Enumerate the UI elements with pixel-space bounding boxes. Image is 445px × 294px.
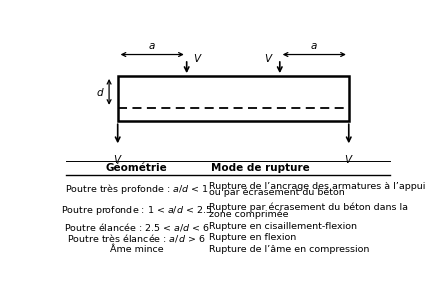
- Text: Poutre très profonde : $a/d$ < 1: Poutre très profonde : $a/d$ < 1: [65, 182, 209, 196]
- Text: Âme mince: Âme mince: [110, 245, 163, 254]
- Text: Poutre élancée : 2.5 < $a/d$ < 6: Poutre élancée : 2.5 < $a/d$ < 6: [64, 220, 210, 233]
- Bar: [117, 76, 349, 121]
- Text: Poutre profonde : 1 < $a/d$ < 2.5: Poutre profonde : 1 < $a/d$ < 2.5: [61, 204, 212, 217]
- Text: $d$: $d$: [96, 86, 105, 98]
- Text: Mode de rupture: Mode de rupture: [211, 163, 310, 173]
- Text: Poutre très élancée : $a/d$ > 6: Poutre très élancée : $a/d$ > 6: [68, 232, 206, 244]
- Text: $V$: $V$: [193, 52, 202, 64]
- Text: $V$: $V$: [264, 52, 274, 64]
- Text: $a$: $a$: [148, 41, 156, 51]
- Text: Rupture de l’âme en compression: Rupture de l’âme en compression: [209, 245, 369, 254]
- Text: Rupture par écrasement du béton dans la: Rupture par écrasement du béton dans la: [209, 203, 408, 212]
- Text: ou par écrasement du béton: ou par écrasement du béton: [209, 188, 345, 197]
- Text: Géométrie: Géométrie: [106, 163, 168, 173]
- Text: $a$: $a$: [311, 41, 318, 51]
- Text: Rupture de l’ancrage des armatures à l’appui: Rupture de l’ancrage des armatures à l’a…: [209, 182, 425, 191]
- Text: Rupture en flexion: Rupture en flexion: [209, 233, 296, 242]
- Text: $V$: $V$: [344, 153, 354, 165]
- Text: Rupture en cisaillement-flexion: Rupture en cisaillement-flexion: [209, 222, 357, 231]
- Text: zone comprimée: zone comprimée: [209, 209, 289, 219]
- Text: $V$: $V$: [113, 153, 122, 165]
